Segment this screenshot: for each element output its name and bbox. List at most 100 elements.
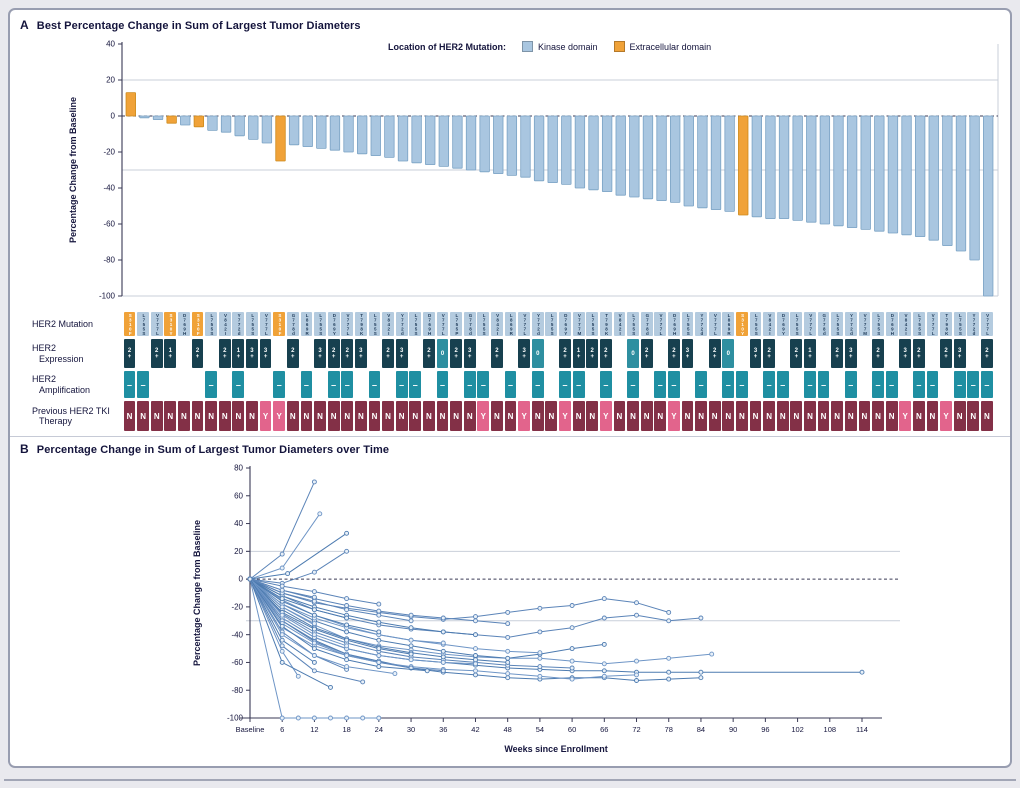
spider-data-point <box>666 676 672 682</box>
y-tick-label: -100 <box>99 292 116 301</box>
spider-data-point <box>408 612 414 618</box>
spider-data-point <box>473 614 478 620</box>
track-cell-mutation: T798K <box>599 312 612 336</box>
track-cell-tki: Y <box>940 401 952 431</box>
panel-b-letter: B <box>20 442 29 456</box>
waterfall-bar <box>329 115 341 151</box>
spider-data-point <box>311 668 317 674</box>
spider-data-point <box>344 643 350 649</box>
track-cell-amplification: – <box>885 371 898 398</box>
y-tick-label: 40 <box>234 519 243 528</box>
track-cell-tki: N <box>436 401 449 431</box>
track-cell-tki: N <box>736 401 748 431</box>
y-tick-label: -60 <box>231 658 243 667</box>
waterfall-bar <box>697 115 708 209</box>
track-cell-mutation: L755S <box>831 312 844 336</box>
waterfall-bar <box>452 115 463 169</box>
spider-data-point <box>634 658 639 664</box>
track-cell-mutation: D769Y <box>327 312 340 336</box>
track-cell-tki: N <box>218 401 231 431</box>
track-cell-amplification: – <box>477 371 490 398</box>
track-cell-tki: N <box>831 401 844 431</box>
x-tick-label: 90 <box>729 725 737 734</box>
track-cell-expression: 0 <box>531 339 544 368</box>
waterfall-bar <box>765 115 776 219</box>
track-cell-amplification: – <box>232 371 245 398</box>
track-cell-mutation: L755S <box>749 312 762 336</box>
track-cell-mutation: L755S <box>627 312 639 336</box>
waterfall-bar <box>139 115 150 119</box>
spider-data-point <box>344 637 350 643</box>
track-cell-expression: 3+ <box>844 339 857 368</box>
spider-data-point <box>311 594 317 600</box>
track-cell-amplification: – <box>395 371 408 398</box>
track-cell-amplification: – <box>137 371 149 398</box>
track-cell-amplification: – <box>817 371 830 398</box>
spider-data-point <box>376 637 382 643</box>
track-cell-tki: N <box>123 401 136 431</box>
x-tick-label: 60 <box>568 725 576 734</box>
track-cell-tki: N <box>205 401 218 431</box>
spider-data-point <box>473 632 478 638</box>
track-cell-mutation: V777L <box>518 312 531 336</box>
spider-data-point <box>311 659 317 665</box>
track-cell-tki: N <box>341 401 354 431</box>
spider-data-point <box>440 668 446 674</box>
track-cell-amplification: – <box>776 371 789 398</box>
track-cell-tki: N <box>613 401 626 431</box>
waterfall-bar <box>520 115 531 178</box>
x-tick-label: 12 <box>310 725 318 734</box>
spider-data-point <box>344 530 350 536</box>
waterfall-bar <box>887 115 899 234</box>
track-cell-tki: Y <box>259 401 272 431</box>
waterfall-bar <box>983 115 994 297</box>
spider-data-point <box>408 637 414 643</box>
track-cell-mutation: V777L <box>654 312 667 336</box>
track-cell-mutation: V777L <box>259 312 272 336</box>
spider-data-point <box>505 659 511 665</box>
y-tick-label: -100 <box>227 714 244 723</box>
track-cell-amplification: – <box>599 371 612 398</box>
track-cell-amplification: – <box>463 371 476 398</box>
track-cell-tki: N <box>572 401 585 431</box>
track-cell-amplification: – <box>953 371 966 398</box>
y-tick-label: 80 <box>234 464 243 473</box>
spider-series-line <box>249 578 476 636</box>
spider-data-point <box>473 661 478 667</box>
track-cell-tki: N <box>804 401 816 431</box>
waterfall-bar <box>533 115 545 182</box>
track-cell-mutation: V777L <box>436 312 449 336</box>
track-cell-mutation: G778d <box>640 312 653 336</box>
waterfall-bar <box>778 115 790 219</box>
panel-a-title-text: Best Percentage Change in Sum of Largest… <box>36 20 361 32</box>
track-cell-tki: Y <box>273 401 286 431</box>
waterfall-bar <box>180 115 191 126</box>
spider-data-point <box>473 653 478 658</box>
track-cell-tki: N <box>980 401 993 431</box>
track-cell-tki: N <box>327 401 340 431</box>
track-cell-expression: 3+ <box>953 339 966 368</box>
x-tick-label: Baseline <box>236 725 265 734</box>
track-cell-amplification: – <box>844 371 857 398</box>
track-cell-mutation: V777L <box>980 312 993 336</box>
x-tick-label: 78 <box>665 725 673 734</box>
spider-data-point <box>634 600 639 606</box>
waterfall-bar <box>370 115 381 156</box>
spider-data-point <box>311 626 317 632</box>
her2-location-legend: Location of HER2 Mutation: Kinase domain… <box>388 41 711 52</box>
track-cell-tki: N <box>191 401 204 431</box>
waterfall-bar <box>942 115 953 247</box>
track-cell-amplification: – <box>123 371 136 398</box>
spider-data-point <box>295 673 301 679</box>
y-tick-label: 20 <box>234 547 243 556</box>
track-cell-mutation: G778d <box>286 312 299 336</box>
spider-data-point <box>344 653 350 658</box>
track-cell-mutation: V777L <box>708 312 721 336</box>
waterfall-y-axis-title: Percentage Change from Baseline <box>68 97 78 243</box>
track-cell-expression: 1+ <box>164 339 177 368</box>
track-cell-expression: 2+ <box>341 339 354 368</box>
track-cell-expression: 2+ <box>790 339 803 368</box>
y-tick-label: 0 <box>111 112 116 121</box>
spider-data-point <box>279 659 285 665</box>
track-cell-expression: 2+ <box>327 339 340 368</box>
